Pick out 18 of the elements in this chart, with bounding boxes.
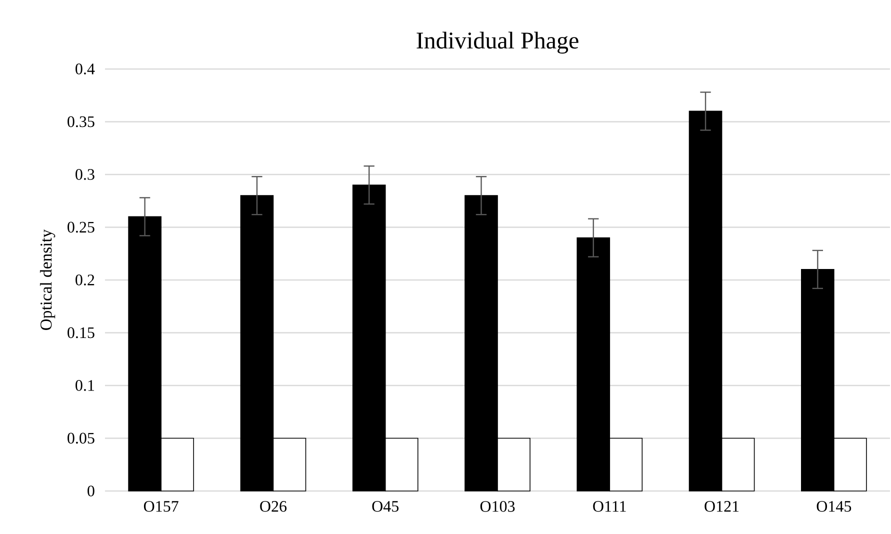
- y-tick-label: 0.1: [76, 380, 94, 391]
- x-tick-label: O145: [816, 501, 852, 512]
- y-tick-label: 0.4: [76, 64, 95, 74]
- x-tick-label: O45: [372, 501, 399, 512]
- x-tick-label: O121: [704, 501, 739, 512]
- y-tick-label: 0.05: [68, 432, 94, 444]
- y-tick-label: 0.35: [68, 116, 94, 128]
- y-tick-label: 0.15: [68, 327, 94, 338]
- x-tick-label: O157: [144, 501, 178, 512]
- x-tick-label: O103: [480, 501, 515, 512]
- y-tick-label: 0.25: [68, 222, 94, 233]
- y-tick-label: 0.2: [76, 274, 94, 286]
- chart-title: Individual Phage: [416, 32, 578, 54]
- x-tick-label: O111: [593, 501, 626, 512]
- y-axis-title: Optical density: [40, 229, 56, 330]
- x-tick-label: O26: [260, 501, 287, 512]
- y-tick-label: 0.3: [76, 169, 94, 180]
- y-tick-label: 0: [88, 486, 94, 496]
